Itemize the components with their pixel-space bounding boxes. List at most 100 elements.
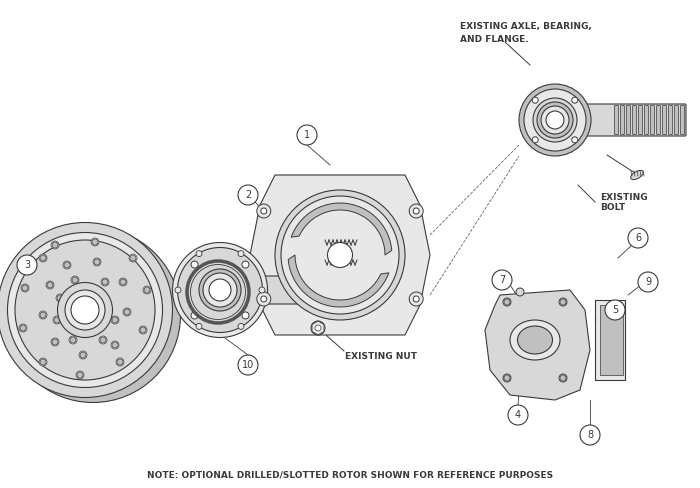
Ellipse shape <box>70 337 76 343</box>
Ellipse shape <box>533 98 577 142</box>
Ellipse shape <box>80 352 86 358</box>
Ellipse shape <box>144 287 150 293</box>
Circle shape <box>580 425 600 445</box>
Ellipse shape <box>71 296 99 324</box>
Circle shape <box>628 228 648 248</box>
Ellipse shape <box>572 137 578 143</box>
Ellipse shape <box>51 241 59 249</box>
Ellipse shape <box>129 254 137 262</box>
Ellipse shape <box>102 279 108 285</box>
Circle shape <box>560 299 566 305</box>
FancyBboxPatch shape <box>650 105 655 135</box>
Ellipse shape <box>532 97 538 103</box>
FancyBboxPatch shape <box>626 105 631 135</box>
Ellipse shape <box>140 327 146 333</box>
Text: 10: 10 <box>242 360 254 370</box>
Ellipse shape <box>76 371 84 379</box>
Ellipse shape <box>123 308 131 316</box>
Circle shape <box>504 375 510 381</box>
FancyBboxPatch shape <box>662 105 666 135</box>
Text: 9: 9 <box>645 277 651 287</box>
Ellipse shape <box>532 137 538 143</box>
Ellipse shape <box>191 261 198 268</box>
Text: 7: 7 <box>499 275 505 285</box>
Ellipse shape <box>21 284 29 292</box>
Ellipse shape <box>311 321 325 335</box>
Circle shape <box>297 125 317 145</box>
Ellipse shape <box>519 84 591 156</box>
Ellipse shape <box>559 374 567 382</box>
Ellipse shape <box>69 336 77 344</box>
Ellipse shape <box>40 312 46 318</box>
FancyBboxPatch shape <box>638 105 643 135</box>
Ellipse shape <box>143 286 151 294</box>
Ellipse shape <box>63 261 71 269</box>
Ellipse shape <box>72 277 78 283</box>
Ellipse shape <box>94 259 100 265</box>
Ellipse shape <box>91 238 99 246</box>
Ellipse shape <box>112 342 118 348</box>
Ellipse shape <box>52 242 58 248</box>
Circle shape <box>638 272 658 292</box>
Ellipse shape <box>196 324 202 329</box>
Ellipse shape <box>64 262 70 268</box>
Ellipse shape <box>238 251 244 257</box>
FancyBboxPatch shape <box>675 105 678 135</box>
FancyBboxPatch shape <box>657 105 661 135</box>
Ellipse shape <box>19 324 27 332</box>
Ellipse shape <box>541 106 569 134</box>
Ellipse shape <box>57 295 63 301</box>
Ellipse shape <box>257 204 271 218</box>
Ellipse shape <box>203 273 237 307</box>
FancyBboxPatch shape <box>615 105 619 135</box>
FancyBboxPatch shape <box>668 105 673 135</box>
Ellipse shape <box>259 287 265 293</box>
Ellipse shape <box>172 243 267 338</box>
Circle shape <box>492 270 512 290</box>
Ellipse shape <box>546 111 564 129</box>
Ellipse shape <box>261 208 267 214</box>
Polygon shape <box>291 203 392 255</box>
Ellipse shape <box>39 358 47 366</box>
Text: AND FLANGE.: AND FLANGE. <box>460 35 528 44</box>
Ellipse shape <box>22 285 28 291</box>
Ellipse shape <box>93 258 101 266</box>
Ellipse shape <box>65 290 105 330</box>
Ellipse shape <box>39 254 47 262</box>
Polygon shape <box>595 300 625 380</box>
Ellipse shape <box>275 190 405 320</box>
Ellipse shape <box>631 170 643 180</box>
Circle shape <box>238 355 258 375</box>
Ellipse shape <box>410 292 424 306</box>
Ellipse shape <box>524 89 586 151</box>
Ellipse shape <box>92 239 98 245</box>
Ellipse shape <box>54 317 60 323</box>
Ellipse shape <box>537 102 573 138</box>
Ellipse shape <box>40 255 46 261</box>
Circle shape <box>605 300 625 320</box>
Ellipse shape <box>139 326 147 334</box>
Ellipse shape <box>281 196 399 314</box>
Ellipse shape <box>56 294 64 302</box>
Text: EXISTING
BOLT: EXISTING BOLT <box>600 193 648 212</box>
Ellipse shape <box>20 325 26 331</box>
Text: 4: 4 <box>515 410 521 420</box>
FancyBboxPatch shape <box>620 105 624 135</box>
Ellipse shape <box>6 227 181 403</box>
Text: 8: 8 <box>587 430 593 440</box>
Circle shape <box>17 255 37 275</box>
Ellipse shape <box>99 336 107 344</box>
Ellipse shape <box>100 337 106 343</box>
Text: 6: 6 <box>635 233 641 243</box>
Ellipse shape <box>178 247 262 332</box>
Ellipse shape <box>257 292 271 306</box>
Polygon shape <box>312 321 324 335</box>
Circle shape <box>504 299 510 305</box>
Ellipse shape <box>242 312 249 319</box>
Text: 2: 2 <box>245 190 251 200</box>
Ellipse shape <box>242 261 249 268</box>
Ellipse shape <box>238 324 244 329</box>
Ellipse shape <box>199 269 241 311</box>
Polygon shape <box>485 290 590 400</box>
Ellipse shape <box>413 296 419 302</box>
